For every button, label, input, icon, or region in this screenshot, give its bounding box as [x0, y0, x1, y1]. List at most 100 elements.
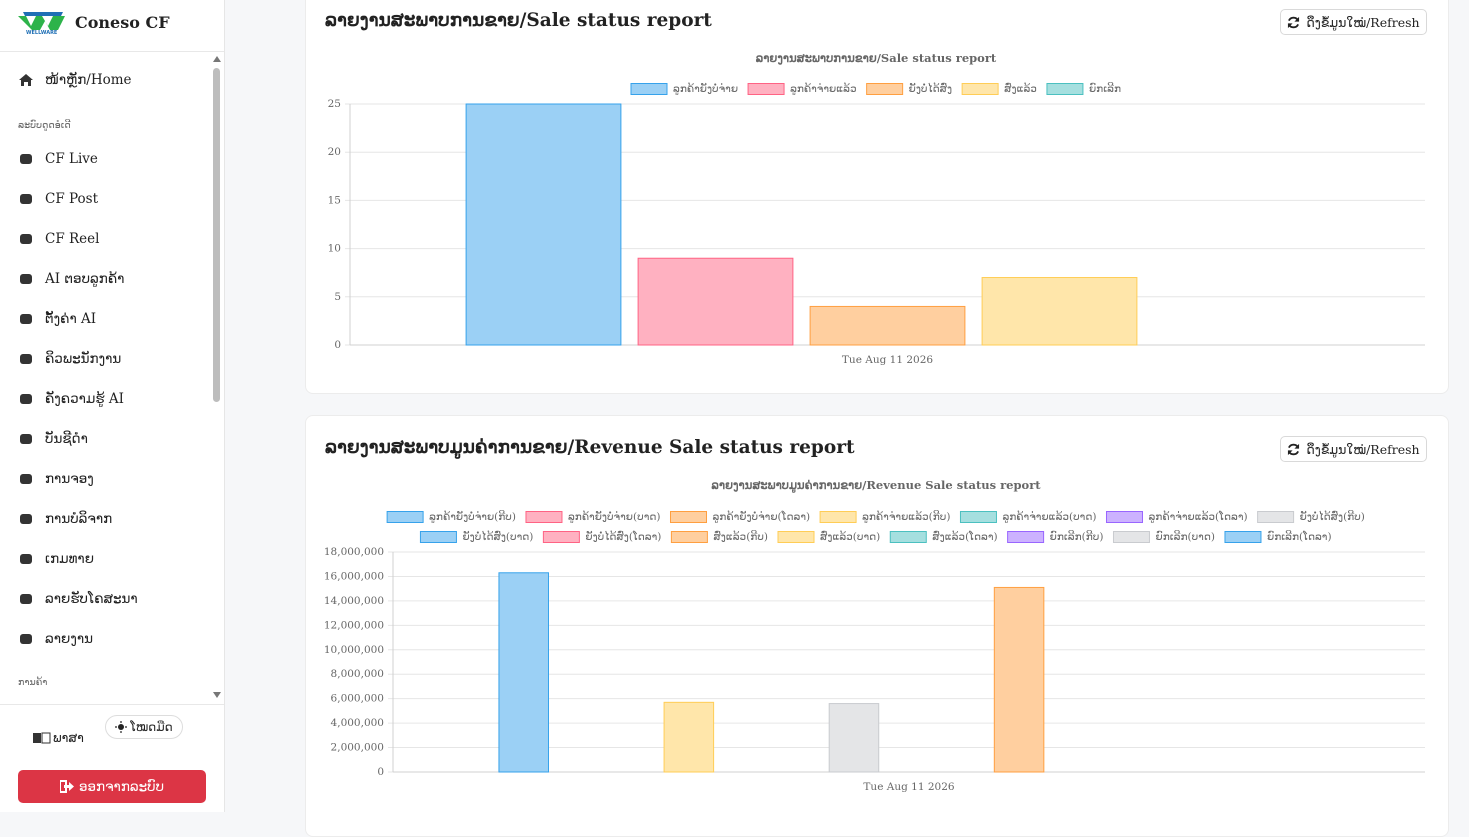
nav-item[interactable]: ການບໍລິຈາກ — [18, 507, 112, 531]
x-tick-label: Tue Aug 11 2026 — [863, 781, 954, 793]
icon — [115, 721, 128, 733]
theme-toggle[interactable]: ໂໝດມືດ — [105, 715, 183, 739]
y-tick-label: 12,000,000 — [324, 619, 384, 631]
legend-label: ລູກຄ້າຈ່າຍແລ້ວ(ກີບ) — [862, 510, 950, 524]
bar — [465, 103, 622, 346]
y-tick-label: 4,000,000 — [331, 717, 384, 729]
nav-label: ໜ້າຫຼັກ/Home — [45, 72, 132, 88]
icon — [20, 234, 32, 244]
logout-label: ອອກຈາກລະບົບ — [78, 778, 165, 795]
bar — [993, 586, 1045, 773]
legend-swatch — [1257, 511, 1295, 523]
nav-item[interactable]: ລາຍຮັບໂຄສະນາ — [18, 587, 138, 611]
nav-label: ການຈອງ — [45, 471, 94, 487]
nav-item[interactable]: ຕັ້ງຄ່າ AI — [18, 307, 96, 331]
nav-item[interactable]: ເກມທາຍ — [18, 547, 94, 571]
icon — [20, 434, 32, 444]
scroll-down[interactable] — [213, 692, 221, 698]
legend-label: ສົ່ງແລ້ວ(ບາດ) — [820, 530, 880, 543]
y-tick-label: 25 — [328, 98, 341, 110]
nav-item[interactable]: ບັນຊີດຳ — [18, 427, 88, 451]
bar — [498, 572, 549, 773]
y-tick-label: 20 — [328, 146, 341, 158]
nav-item[interactable]: CF Reel — [18, 227, 99, 251]
panel-heading: ລາຍງານສະພາບການຂາຍ/Sale status report — [325, 10, 712, 31]
nav-home[interactable]: ໜ້າຫຼັກ/Home — [18, 68, 132, 92]
legend-swatch — [525, 511, 563, 523]
refresh-label: ດຶງຂໍ້ມູນໃໝ່/Refresh — [1306, 441, 1420, 457]
language-label: ພາສາ — [53, 730, 84, 745]
refresh-button[interactable]: ດຶງຂໍ້ມູນໃໝ່/Refresh — [1280, 436, 1427, 462]
nav-label: ເກມທາຍ — [45, 551, 94, 567]
scrollbar[interactable] — [213, 68, 220, 402]
y-tick-label: 2,000,000 — [331, 742, 384, 754]
icon — [1288, 443, 1300, 455]
y-tick-label: 10,000,000 — [324, 644, 384, 656]
nav-label: ລາຍຮັບໂຄສະນາ — [45, 591, 138, 607]
legend-swatch — [1105, 511, 1143, 523]
section-label: ການຄ້າ — [18, 677, 48, 688]
legend-label: ຍັງບໍ່ໄດ້ສົ່ງ — [909, 81, 952, 95]
bar — [828, 703, 880, 773]
logout-button[interactable]: ອອກຈາກລະບົບ — [18, 770, 206, 803]
chart-title: ລາຍງານສະພາບມູນຄ່າການຂາຍ/Revenue Sale sta… — [711, 478, 1041, 494]
legend-label: ຍົກເລີກ — [1089, 82, 1121, 95]
scroll-up[interactable] — [213, 56, 221, 62]
nav-label: ຄັງຄວາມຮູ້ AI — [45, 391, 124, 407]
charts: ລາຍງານສະພາບການຂາຍ/Sale status report ລູກຄ… — [324, 51, 1425, 793]
nav-item[interactable]: ລາຍງານ — [18, 627, 93, 651]
y-tick-label: 15 — [328, 194, 341, 206]
legend-swatch — [1112, 531, 1150, 543]
y-tick-label: 0 — [334, 339, 341, 351]
icon — [19, 74, 33, 86]
legend-swatch — [386, 511, 424, 523]
y-tick-label: 5 — [334, 291, 341, 303]
legend-swatch — [889, 531, 927, 543]
icon — [20, 594, 32, 604]
icon — [20, 194, 32, 204]
nav-item[interactable]: AI ຕອບລູກຄ້າ — [18, 267, 124, 291]
nav-item[interactable]: ຄິວພະນັກງານ — [18, 347, 121, 371]
bar — [809, 305, 966, 346]
icon — [20, 154, 32, 164]
legend-label: ລູກຄ້າຈ່າຍແລ້ວ(ໂດລາ) — [1148, 510, 1247, 524]
logo-text: WELLWARE — [26, 30, 58, 36]
legend-swatch — [1007, 531, 1045, 543]
legend-label: ຍັງບໍ່ໄດ້ສົ່ງ(ບາດ) — [462, 529, 533, 543]
legend-swatch — [669, 511, 707, 523]
y-tick-label: 6,000,000 — [331, 693, 384, 705]
legend-label: ສົ່ງແລ້ວ(ກີບ) — [713, 530, 768, 543]
legend-swatch — [866, 83, 904, 95]
nav-item[interactable]: ຄັງຄວາມຮູ້ AI — [18, 387, 124, 411]
legend-swatch — [1224, 531, 1262, 543]
nav-item[interactable]: CF Live — [18, 147, 98, 171]
language-switch[interactable]: ພາສາ — [33, 730, 84, 745]
legend-label: ຍັງບໍ່ໄດ້ສົ່ງ(ໂດລາ) — [585, 529, 661, 543]
nav-item[interactable]: CF Post — [18, 187, 98, 211]
sidebar: WELLWARE Coneso CF ໜ້າຫຼັກ/Home ລະບົບດູດ… — [0, 0, 225, 812]
nav-label: ຕັ້ງຄ່າ AI — [45, 311, 97, 327]
refresh-button[interactable]: ດຶງຂໍ້ມູນໃໝ່/Refresh — [1280, 9, 1427, 35]
nav-label: CF Reel — [45, 231, 100, 247]
nav-label: ຄິວພະນັກງານ — [45, 351, 122, 367]
nav-label: AI ຕອບລູກຄ້າ — [45, 271, 125, 287]
legend-label: ສົ່ງແລ້ວ — [1004, 82, 1037, 95]
legend-label: ລູກຄ້າຍັງບໍ່ຈ່າຍ(ກີບ) — [429, 509, 516, 524]
legend-swatch — [630, 83, 668, 95]
legend-swatch — [670, 531, 708, 543]
brand-name: Coneso CF — [75, 13, 170, 32]
legend-swatch — [959, 511, 997, 523]
nav-label: ລາຍງານ — [45, 631, 94, 647]
bar — [637, 257, 794, 346]
legend-label: ລູກຄ້າຍັງບໍ່ຈ່າຍ — [673, 81, 738, 96]
icon — [20, 314, 32, 324]
nav-item[interactable]: ການຈອງ — [18, 467, 94, 491]
y-tick-label: 0 — [377, 766, 384, 778]
icon — [20, 474, 32, 484]
legend-label: ຍົກເລີກ(ກີບ) — [1050, 530, 1104, 543]
icon — [1288, 16, 1300, 28]
bar — [663, 701, 715, 773]
legend-swatch — [1046, 83, 1084, 95]
legend-swatch — [419, 531, 457, 543]
